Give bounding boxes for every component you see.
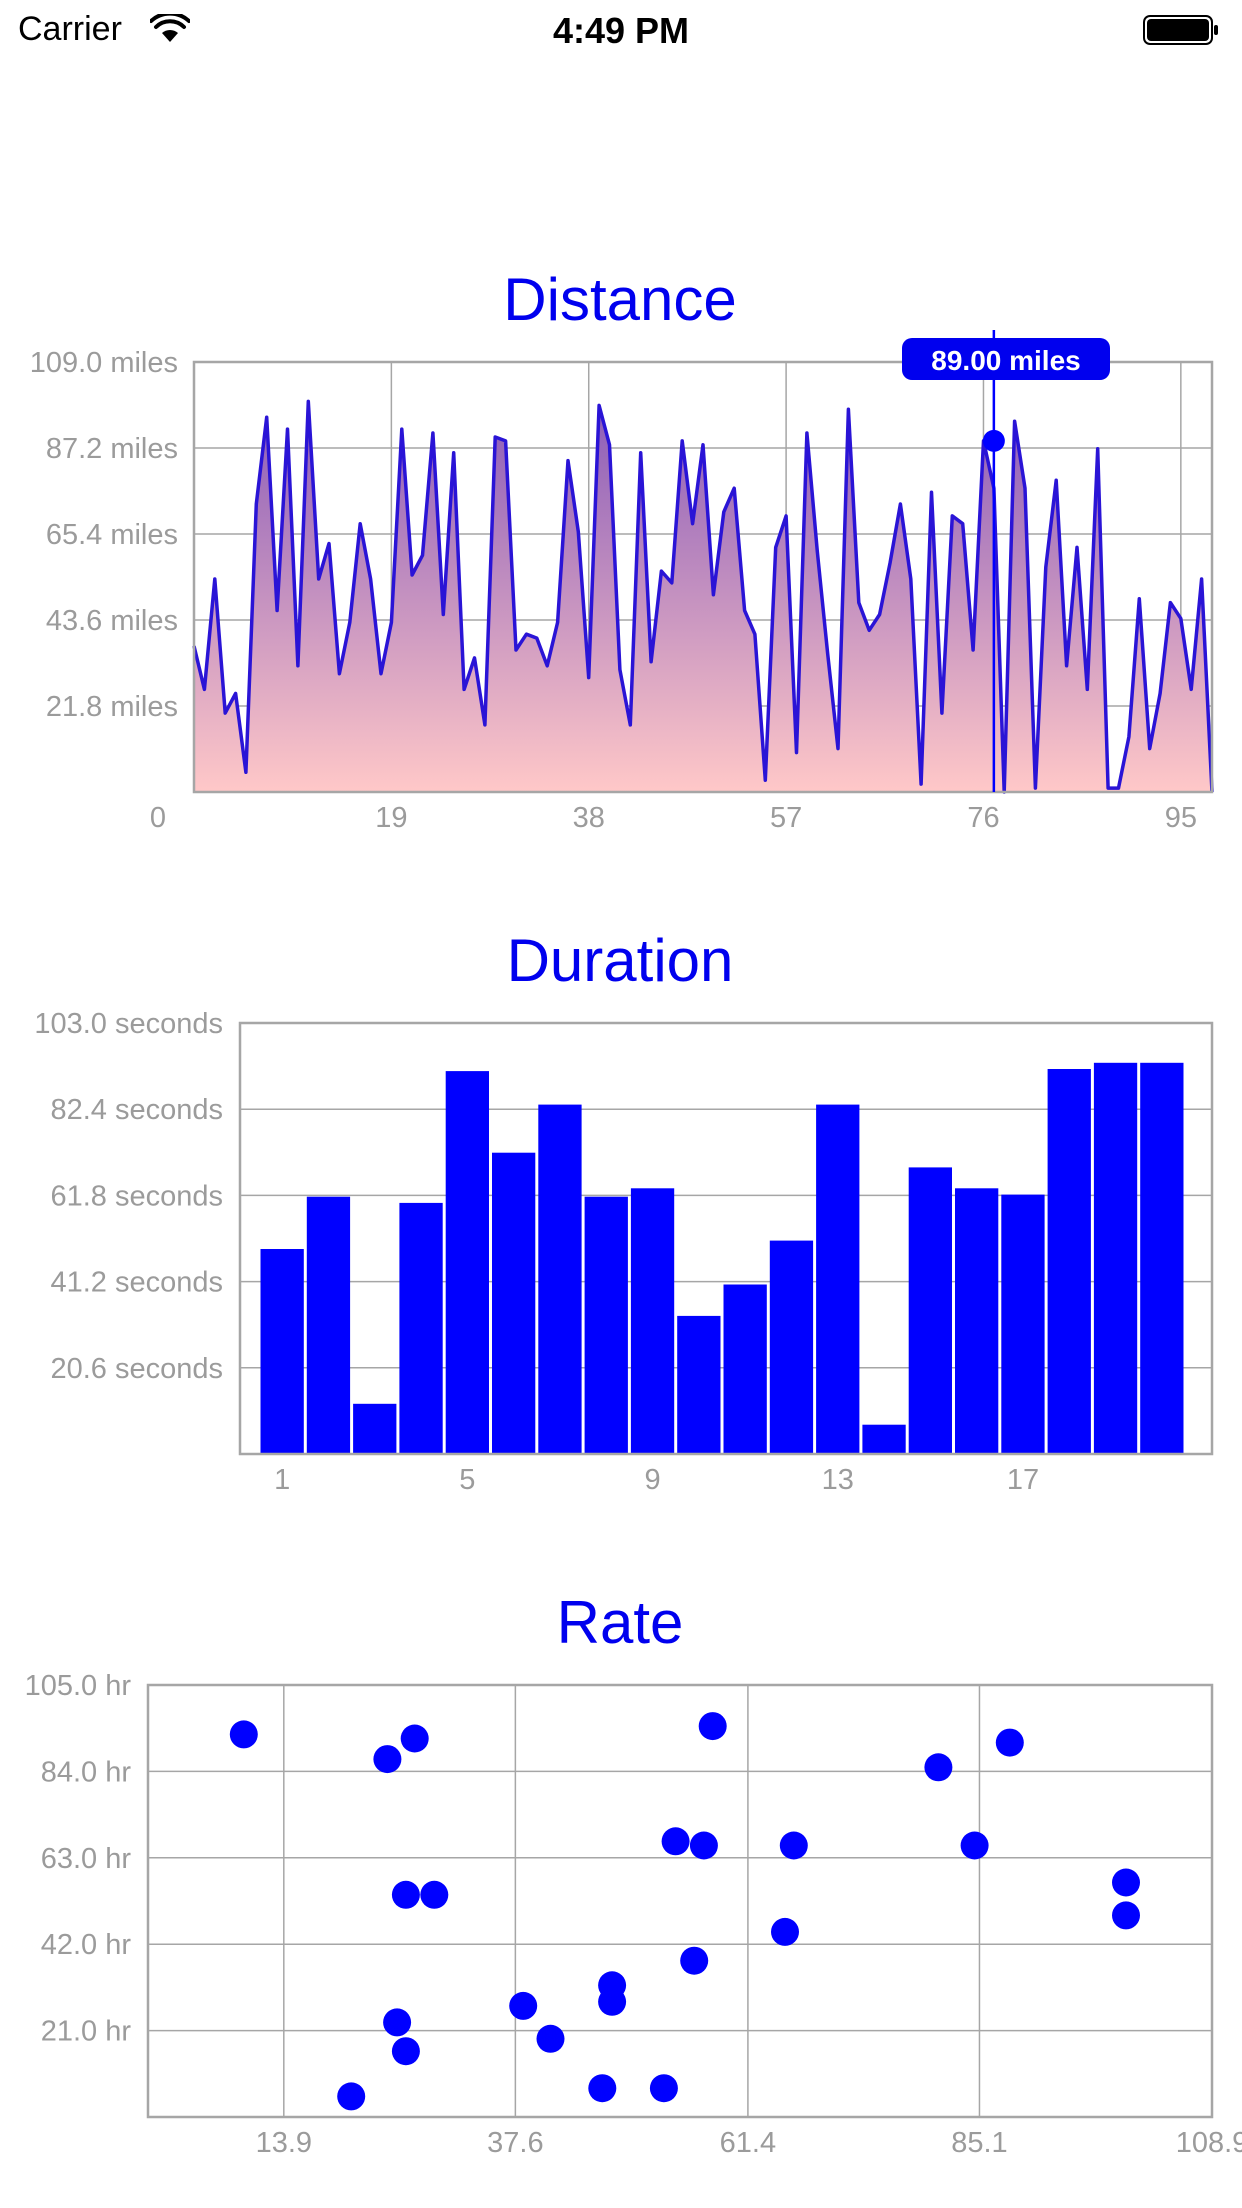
duration-y-tick-label: 41.2 seconds — [50, 1267, 223, 1299]
rate-point — [1112, 1901, 1140, 1930]
duration-bar — [353, 1403, 397, 1454]
rate-point — [400, 1724, 429, 1753]
rate-y-tick-label: 21.0 hr — [41, 2016, 132, 2048]
distance-y-tick-label: 43.6 miles — [46, 605, 178, 637]
duration-bar — [677, 1315, 721, 1454]
distance-plot-border — [192, 360, 1214, 794]
distance-selection-point — [982, 429, 1005, 452]
distance-x-tick-label: 38 — [573, 802, 605, 834]
duration-x-tick-label: 1 — [274, 1464, 290, 1496]
status-bar: Carrier 4:49 PM — [0, 0, 1242, 60]
rate-point — [995, 1728, 1024, 1757]
duration-bar — [955, 1188, 999, 1454]
rate-point — [924, 1753, 953, 1782]
distance-chart[interactable]: Distance 109.0 miles 87.2 miles 65.4 miles 4… — [30, 266, 1214, 834]
distance-y-tick-label: 65.4 miles — [46, 519, 178, 551]
rate-point — [661, 1827, 690, 1856]
rate-point — [771, 1917, 799, 1946]
duration-title: Duration — [507, 927, 734, 994]
distance-tooltip-label: 89.00 miles — [931, 345, 1080, 376]
duration-y-tick-label: 20.6 seconds — [50, 1353, 223, 1385]
distance-area-fill — [194, 401, 1212, 792]
rate-point — [649, 2074, 678, 2103]
rate-point — [229, 1720, 258, 1749]
duration-bar — [399, 1202, 443, 1454]
duration-x-tick-label: 9 — [644, 1464, 660, 1496]
duration-bar — [1140, 1062, 1184, 1454]
rate-point — [509, 1991, 538, 2020]
duration-bar — [1047, 1069, 1091, 1454]
distance-y-tick-label: 109.0 miles — [30, 347, 178, 379]
rate-point — [680, 1946, 709, 1975]
rate-point — [588, 2074, 617, 2103]
rate-point — [960, 1831, 989, 1860]
rate-x-tick-label: 108.9 — [1176, 2127, 1242, 2159]
duration-bar — [769, 1240, 814, 1454]
duration-bar — [630, 1188, 675, 1454]
rate-point — [779, 1831, 808, 1860]
duration-chart[interactable]: Duration 103.0 seconds 82.4 seconds 61.8 se… — [34, 927, 1214, 1496]
distance-x-tick-label: 57 — [770, 802, 802, 834]
distance-x-tick-label: 76 — [967, 802, 999, 834]
rate-chart[interactable]: Rate 105.0 hr 84.0 hr 63.0 hr 42.0 hr 21.0 hr… — [25, 1589, 1242, 2159]
rate-y-tick-label: 42.0 hr — [41, 1929, 132, 1961]
duration-y-tick-label: 61.8 seconds — [50, 1180, 223, 1212]
duration-y-tick-label: 103.0 seconds — [34, 1008, 223, 1040]
duration-x-tick-label: 17 — [1007, 1464, 1039, 1496]
duration-bar — [908, 1167, 952, 1454]
rate-point — [383, 2008, 412, 2037]
distance-x-tick-label: 95 — [1165, 802, 1197, 834]
duration-x-tick-label: 5 — [459, 1464, 475, 1496]
duration-bar — [862, 1424, 906, 1454]
rate-x-tick-label: 61.4 — [720, 2127, 776, 2159]
rate-x-tick-label: 37.6 — [487, 2127, 543, 2159]
rate-point — [598, 1987, 627, 2016]
distance-y-tick-label: 21.8 miles — [46, 691, 178, 723]
duration-x-tick-label: 13 — [822, 1464, 854, 1496]
duration-bar — [723, 1284, 767, 1454]
rate-point — [1112, 1868, 1140, 1897]
duration-bar — [816, 1104, 860, 1454]
duration-bar — [492, 1152, 536, 1454]
distance-series-line — [192, 399, 1214, 794]
rate-point — [391, 1880, 420, 1909]
status-time: 4:49 PM — [552, 10, 690, 51]
distance-title: Distance — [503, 266, 736, 333]
rate-point — [689, 1831, 718, 1860]
battery-icon — [1143, 15, 1218, 45]
distance-y-tick-label: 87.2 miles — [46, 433, 178, 465]
rate-point — [337, 2082, 366, 2111]
wifi-icon — [150, 14, 190, 42]
rate-x-tick-label: 85.1 — [951, 2127, 1007, 2159]
rate-x-tick-label: 13.9 — [256, 2127, 312, 2159]
rate-point — [420, 1880, 449, 1909]
duration-bar — [445, 1071, 489, 1454]
duration-bar — [306, 1196, 351, 1454]
rate-title: Rate — [557, 1589, 684, 1656]
distance-tooltip-bubble — [902, 338, 1110, 380]
duration-bar — [538, 1104, 582, 1454]
rate-point — [698, 1712, 727, 1741]
carrier-label: Carrier — [18, 10, 122, 48]
distance-x-tick-label: 0 — [150, 802, 166, 834]
rate-plot-border — [146, 1683, 1214, 2119]
duration-bar — [1093, 1062, 1138, 1454]
duration-plot-border — [238, 1021, 1214, 1456]
duration-y-tick-label: 82.4 seconds — [50, 1094, 223, 1126]
rate-y-tick-label: 84.0 hr — [41, 1756, 132, 1788]
duration-bar — [260, 1249, 304, 1454]
rate-y-tick-label: 105.0 hr — [25, 1670, 132, 1702]
duration-bar — [584, 1196, 628, 1454]
rate-point — [373, 1745, 402, 1774]
duration-bar — [1001, 1194, 1045, 1454]
rate-point — [391, 2037, 420, 2066]
rate-y-tick-label: 63.0 hr — [41, 1843, 132, 1875]
distance-x-tick-label: 19 — [375, 802, 407, 834]
rate-point — [536, 2024, 565, 2053]
